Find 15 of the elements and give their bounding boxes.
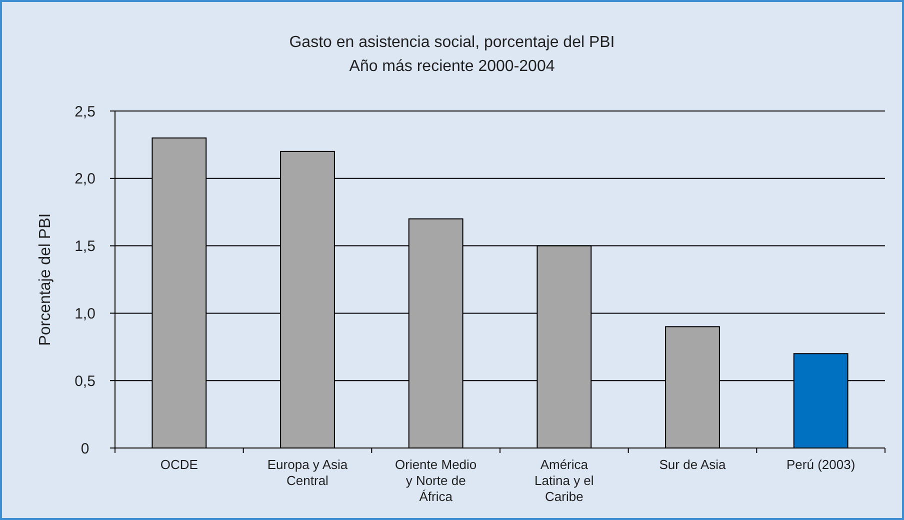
- y-tick-label: 1,0: [74, 305, 96, 322]
- chart-title: Gasto en asistencia social, porcentaje del PBI: [289, 34, 615, 51]
- y-tick-label: 2,5: [74, 103, 96, 120]
- x-tick-label: OCDE: [160, 457, 198, 472]
- x-tick-label: Sur de Asia: [659, 457, 727, 472]
- y-axis-title: Porcentaje del PBI: [37, 213, 54, 346]
- x-tick-label: América Latina y el Caribe: [534, 457, 594, 504]
- y-tick-label: 0,5: [74, 372, 96, 390]
- y-tick-label: 0: [80, 440, 90, 458]
- x-tick-label: Europa y Asia Central: [267, 457, 348, 488]
- y-tick-label: 1,5: [74, 238, 96, 256]
- x-tick-label: Oriente Medio y Norte de África: [395, 457, 477, 504]
- x-tick-label: Perú (2003): [786, 457, 856, 472]
- chart-subtitle: Año más reciente 2000-2004: [349, 58, 555, 75]
- y-tick-label: 2,0: [74, 170, 96, 188]
